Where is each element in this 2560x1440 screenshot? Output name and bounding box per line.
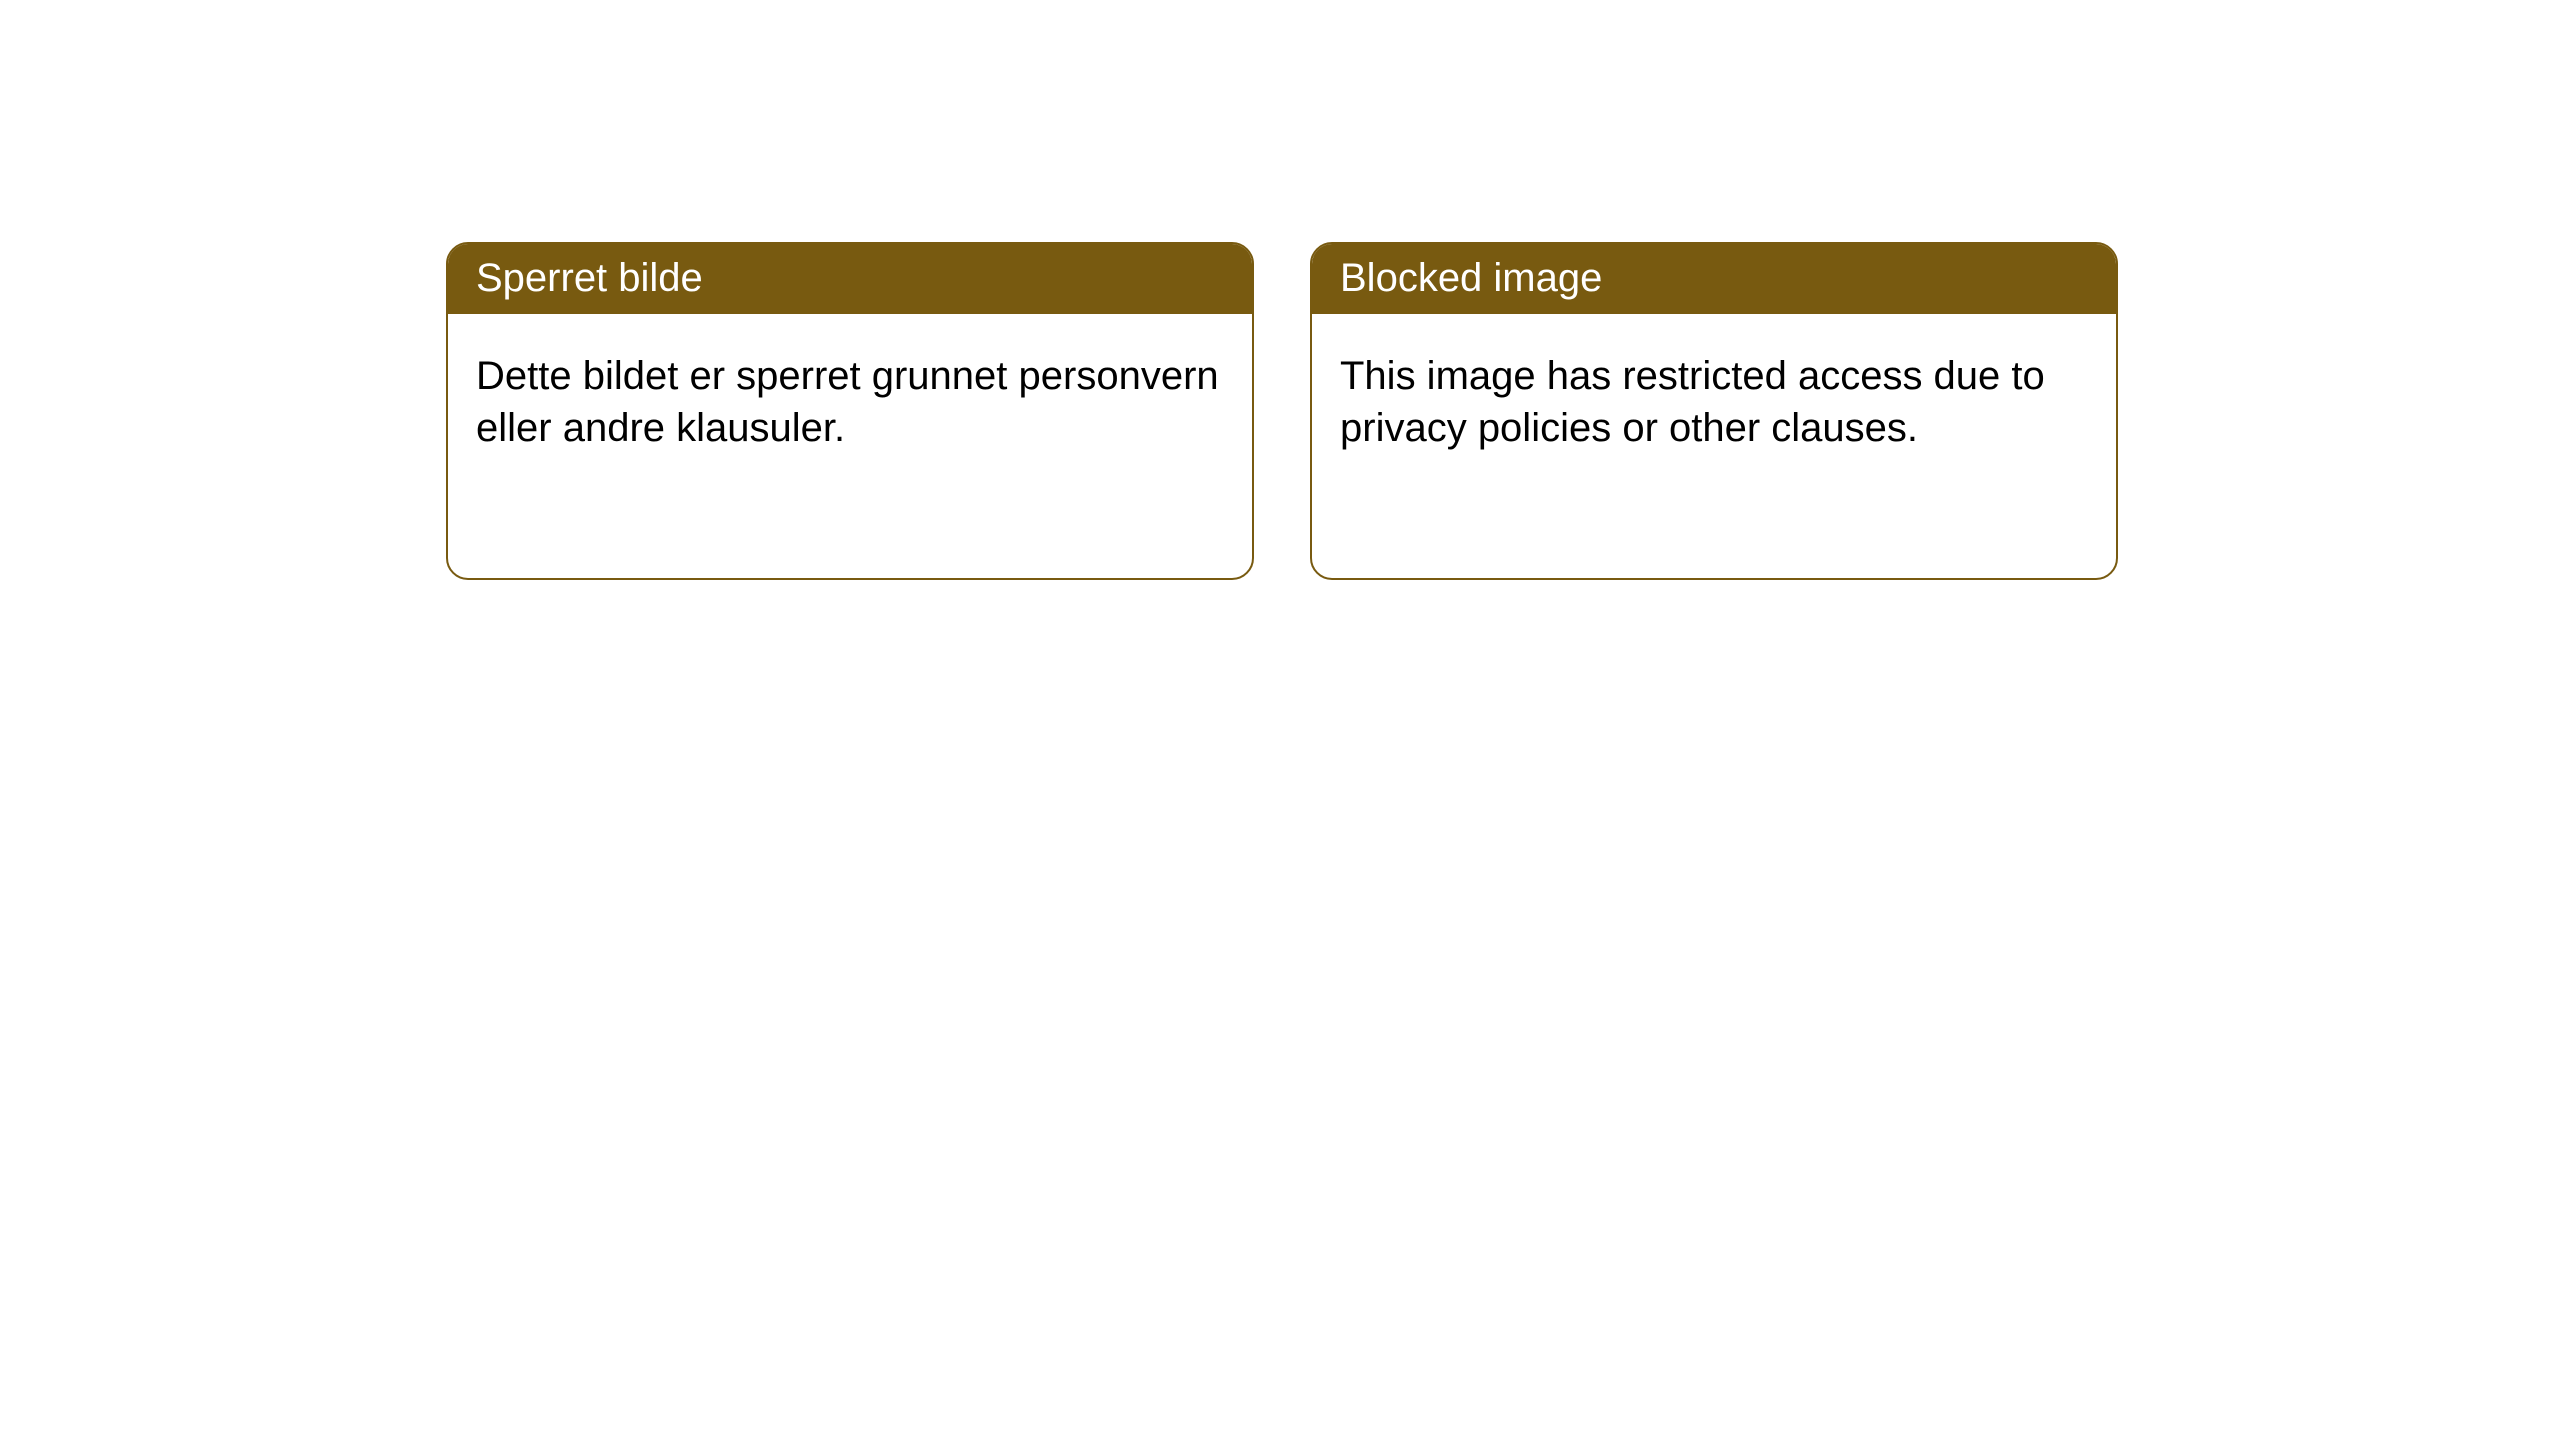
notice-card-en: Blocked image This image has restricted … [1310,242,2118,580]
notice-title-no: Sperret bilde [448,244,1252,314]
notice-card-no: Sperret bilde Dette bildet er sperret gr… [446,242,1254,580]
notice-title-en: Blocked image [1312,244,2116,314]
notice-body-en: This image has restricted access due to … [1312,314,2116,482]
notice-body-no: Dette bildet er sperret grunnet personve… [448,314,1252,482]
notice-cards-container: Sperret bilde Dette bildet er sperret gr… [0,0,2560,580]
